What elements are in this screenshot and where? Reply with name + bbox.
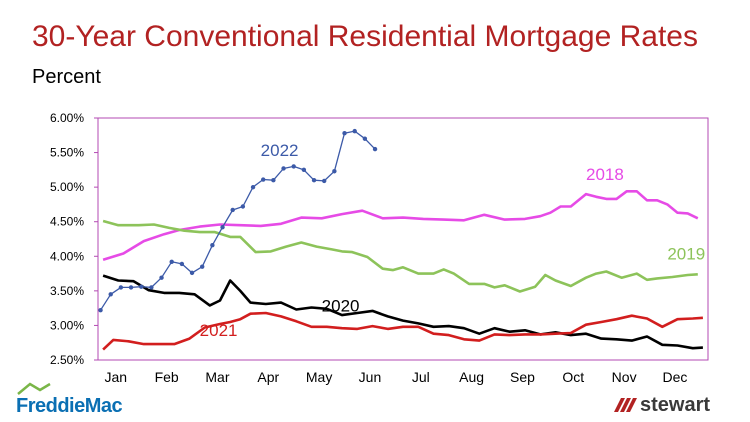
series-point-2022 xyxy=(210,243,215,248)
stewart-logo: stewart xyxy=(612,394,710,416)
y-tick-label: 4.50% xyxy=(50,215,84,229)
series-point-2022 xyxy=(311,178,317,183)
series-line-2019 xyxy=(102,219,698,293)
series-point-2022 xyxy=(342,131,347,136)
series-label-2019: 2019 xyxy=(667,245,705,264)
y-tick-label: 3.00% xyxy=(50,318,84,332)
x-tick-label: Sep xyxy=(510,369,535,385)
series-point-2022 xyxy=(230,207,235,213)
series-point-2022 xyxy=(261,177,266,182)
series-point-2022 xyxy=(220,225,225,230)
freddie-mac-wordmark: FreddieMac xyxy=(16,395,123,417)
page-title: 30-Year Conventional Residential Mortgag… xyxy=(32,20,698,53)
series-line-2022 xyxy=(99,130,376,311)
series-point-2022 xyxy=(179,261,185,267)
series-line-2020 xyxy=(102,274,703,350)
series-point-2022 xyxy=(159,275,164,280)
series-point-2022 xyxy=(149,285,154,290)
series-point-2022 xyxy=(169,259,174,265)
series-label-2021: 2021 xyxy=(200,321,238,340)
series-point-2022 xyxy=(189,270,195,276)
series-label-2022: 2022 xyxy=(261,141,299,160)
x-tick-label: Apr xyxy=(257,369,279,385)
series-point-2022 xyxy=(139,284,144,289)
series-point-2022 xyxy=(250,184,256,190)
x-tick-label: Jul xyxy=(412,369,430,385)
plot-area-border xyxy=(97,117,709,361)
series-point-2022 xyxy=(372,146,378,152)
stewart-wordmark: stewart xyxy=(640,393,711,416)
series-line-2018 xyxy=(102,190,699,261)
series-point-2022 xyxy=(301,167,307,173)
series-point-2022 xyxy=(322,178,327,184)
series-point-2022 xyxy=(108,292,113,297)
x-tick-label: May xyxy=(306,369,332,385)
x-tick-label: Mar xyxy=(205,369,229,385)
y-tick-label: 5.00% xyxy=(50,180,84,194)
series-point-2022 xyxy=(362,136,368,141)
series-point-2022 xyxy=(118,285,124,290)
series-point-2022 xyxy=(240,204,246,209)
x-tick-label: Dec xyxy=(663,369,688,385)
series-label-2018: 2018 xyxy=(586,165,624,184)
x-tick-label: Jun xyxy=(359,369,382,385)
series-point-2022 xyxy=(352,128,357,134)
stewart-mark-icon xyxy=(614,398,637,412)
series-point-2022 xyxy=(271,178,276,183)
x-tick-label: Aug xyxy=(459,369,484,385)
series-line-2021 xyxy=(102,311,703,351)
y-tick-label: 6.00% xyxy=(50,111,84,125)
y-tick-label: 4.00% xyxy=(50,249,84,263)
y-tick-label: 2.50% xyxy=(50,353,84,367)
series-point-2022 xyxy=(98,308,103,313)
x-tick-label: Nov xyxy=(612,369,637,385)
x-tick-label: Jan xyxy=(105,369,128,385)
y-tick-label: 5.50% xyxy=(50,146,84,160)
x-tick-label: Feb xyxy=(155,369,179,385)
series-point-2022 xyxy=(128,285,134,290)
x-tick-label: Oct xyxy=(562,369,584,385)
series-point-2022 xyxy=(281,166,286,171)
series-label-2020: 2020 xyxy=(322,297,360,316)
series-point-2022 xyxy=(291,164,296,169)
series-point-2022 xyxy=(332,169,337,174)
series-point-2022 xyxy=(200,264,205,269)
freddie-mac-logo: FreddieMac xyxy=(16,382,123,417)
chart-subtitle: Percent xyxy=(32,66,101,88)
y-tick-label: 3.50% xyxy=(50,284,84,298)
house-icon xyxy=(17,382,51,395)
